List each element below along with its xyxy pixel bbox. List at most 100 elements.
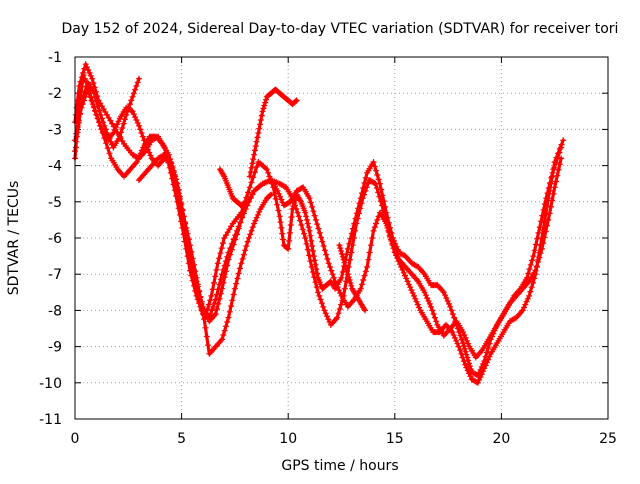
data-point-marker	[143, 143, 150, 150]
data-point-marker	[250, 156, 257, 163]
data-point-marker	[338, 250, 345, 257]
data-point-marker	[233, 280, 240, 287]
data-point-marker	[245, 189, 252, 196]
data-point-marker	[544, 190, 551, 197]
data-point-marker	[209, 286, 216, 293]
data-point-marker	[371, 163, 378, 170]
data-point-marker	[77, 78, 84, 85]
data-point-marker	[362, 307, 368, 314]
data-point-marker	[373, 185, 380, 191]
data-point-marker	[485, 356, 492, 363]
series-track-7	[217, 166, 249, 209]
data-point-marker	[85, 67, 92, 73]
data-point-marker	[405, 281, 412, 288]
data-point-marker	[76, 83, 83, 89]
data-point-marker	[259, 108, 266, 115]
data-point-marker	[466, 360, 472, 367]
data-point-marker	[367, 242, 374, 249]
data-point-marker	[356, 210, 362, 217]
data-point-marker	[332, 278, 339, 285]
data-point-marker	[359, 195, 366, 202]
data-point-marker	[526, 266, 533, 273]
data-point-marker	[388, 237, 395, 244]
data-point-marker	[188, 248, 195, 255]
data-point-marker	[534, 235, 541, 242]
data-point-marker	[408, 287, 415, 294]
data-point-marker	[545, 185, 552, 191]
data-point-marker	[141, 137, 148, 144]
data-point-marker	[455, 343, 462, 350]
x-axis-label: GPS time / hours	[281, 458, 398, 474]
data-point-marker	[224, 319, 231, 325]
data-point-marker	[95, 103, 101, 110]
data-point-marker	[286, 229, 293, 236]
data-point-marker	[208, 307, 215, 314]
data-point-marker	[228, 303, 235, 310]
data-point-marker	[252, 217, 259, 224]
data-point-marker	[137, 126, 144, 133]
data-point-marker	[350, 235, 357, 241]
data-point-marker	[191, 261, 197, 268]
data-point-marker	[307, 199, 314, 206]
data-point-marker	[547, 180, 553, 186]
data-point-marker	[199, 307, 206, 314]
data-point-marker	[215, 300, 222, 307]
data-point-marker	[337, 290, 344, 296]
data-point-marker	[535, 229, 542, 236]
data-point-marker	[222, 268, 229, 275]
data-point-marker	[97, 111, 104, 118]
data-point-marker	[98, 115, 105, 122]
data-point-marker	[219, 336, 226, 343]
data-point-marker	[278, 224, 285, 231]
data-point-marker	[81, 92, 87, 99]
data-point-marker	[247, 169, 254, 176]
data-point-marker	[320, 243, 327, 249]
data-point-marker	[338, 274, 345, 281]
data-point-marker	[547, 203, 554, 210]
data-point-marker	[364, 264, 371, 270]
data-point-marker	[192, 268, 199, 275]
data-point-marker	[372, 180, 379, 187]
data-point-marker	[389, 242, 396, 249]
data-point-marker	[125, 104, 132, 111]
data-point-marker	[307, 232, 314, 239]
data-point-marker	[345, 274, 352, 281]
data-point-marker	[293, 97, 300, 104]
plot-frame	[74, 56, 609, 420]
data-point-marker	[318, 300, 325, 307]
data-point-marker	[106, 135, 113, 142]
data-point-marker	[225, 256, 232, 263]
data-point-marker	[528, 284, 535, 291]
data-point-marker	[228, 246, 235, 253]
data-point-marker	[315, 289, 321, 296]
data-point-marker	[316, 292, 323, 299]
data-point-marker	[129, 108, 136, 115]
data-point-marker	[538, 218, 545, 225]
data-point-marker	[523, 298, 530, 305]
data-point-marker	[72, 111, 79, 118]
data-point-marker	[91, 90, 98, 97]
data-point-marker	[377, 198, 384, 205]
x-tick-label: 0	[71, 431, 80, 447]
data-point-marker	[265, 169, 272, 176]
data-point-marker	[253, 138, 260, 145]
data-point-marker	[375, 176, 382, 183]
data-point-marker	[79, 96, 86, 103]
data-point-marker	[279, 230, 286, 237]
data-point-marker	[450, 332, 457, 338]
data-point-marker	[256, 125, 263, 132]
data-point-marker	[558, 144, 565, 151]
data-point-marker	[311, 212, 318, 219]
data-point-marker	[462, 334, 469, 341]
y-tick-label: -3	[48, 122, 62, 138]
data-point-marker	[222, 323, 229, 330]
data-point-marker	[304, 216, 310, 223]
data-point-marker	[421, 289, 428, 296]
data-point-marker	[333, 281, 340, 288]
data-point-marker	[302, 209, 309, 216]
data-point-marker	[321, 247, 328, 254]
data-point-marker	[90, 80, 97, 87]
data-point-marker	[185, 236, 192, 243]
data-point-marker	[554, 154, 561, 161]
data-point-marker	[457, 332, 464, 339]
